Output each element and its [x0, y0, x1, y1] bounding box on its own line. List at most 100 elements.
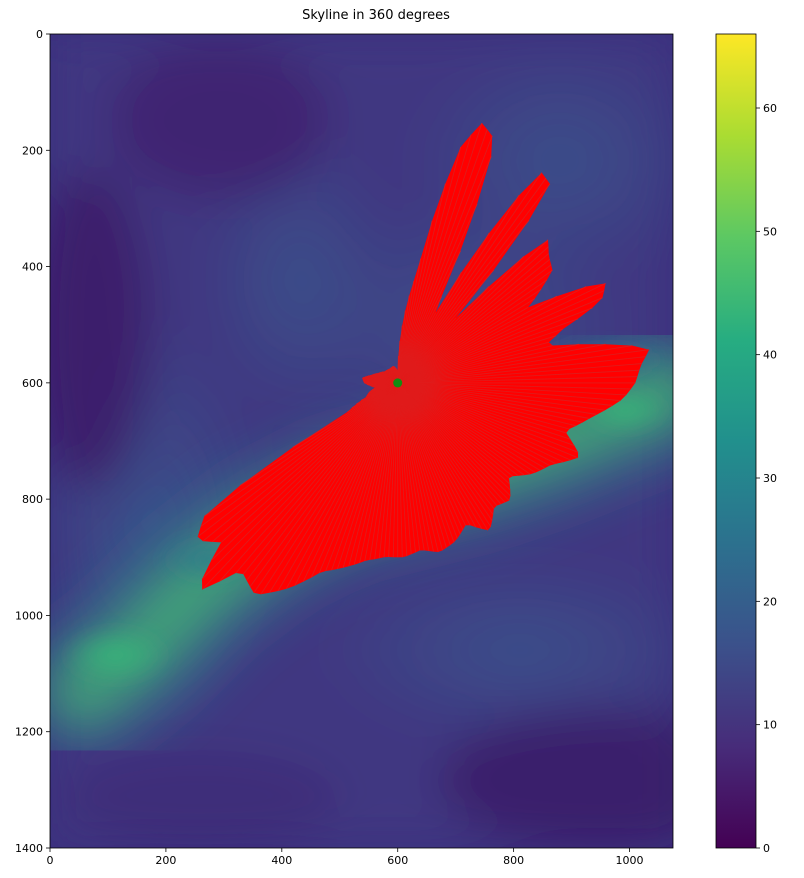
skyline-ray-52 — [397, 343, 580, 384]
skyline-ray-146 — [242, 382, 399, 575]
skyline-ray-100 — [397, 382, 483, 530]
skyline-ray-36 — [397, 269, 553, 384]
skyline-ray-148 — [218, 382, 399, 582]
y-tick-label: 0 — [36, 28, 43, 41]
skyline-ray-31 — [397, 239, 549, 384]
skyline-ray-77 — [397, 382, 564, 463]
skyline-ray-35 — [397, 264, 552, 384]
skyline-ray-61 — [397, 382, 631, 390]
skyline-ray-47 — [397, 318, 579, 384]
y-tick-label: 400 — [22, 261, 43, 274]
skyline-ray-92 — [397, 382, 506, 503]
skyline-ray-73 — [397, 382, 575, 447]
skyline-ray-64 — [397, 382, 613, 406]
skyline-ray-139 — [285, 382, 399, 590]
skyline-ray-123 — [383, 382, 399, 558]
colorbar-axis: 0 10 20 30 40 50 60 — [756, 102, 777, 855]
skyline-ray-45 — [397, 297, 603, 384]
y-tick-label: 1000 — [15, 609, 43, 622]
y-tick-label: 1200 — [15, 726, 43, 739]
skyline-ray-151 — [210, 382, 399, 561]
skyline-ray-145 — [246, 382, 399, 581]
skyline-ray-127 — [364, 382, 399, 562]
skyline-ray-71 — [397, 382, 567, 434]
skyline-ray-82 — [397, 382, 536, 473]
skyline-ray-88 — [397, 382, 511, 485]
skyline-ray-83 — [397, 382, 531, 475]
skyline-ray-59 — [397, 376, 638, 384]
skyline-ray-27 — [397, 269, 495, 384]
colorbar-tick-label: 30 — [763, 472, 777, 485]
skyline-ray-150 — [201, 382, 399, 580]
skyline-ray-55 — [397, 349, 650, 384]
skyline-ray-98 — [397, 382, 492, 527]
skyline-ray-10 — [397, 146, 462, 384]
skyline-ray-126 — [369, 382, 399, 560]
skyline-ray-51 — [397, 345, 553, 384]
skyline-ray-56 — [397, 356, 646, 384]
colorbar-tick-label: 60 — [763, 102, 777, 115]
skyline-ray-8 — [397, 220, 433, 383]
skyline-ray-69 — [397, 382, 577, 427]
colorbar-tick-label: 40 — [763, 349, 777, 362]
skyline-ray-7 — [397, 258, 422, 383]
skyline-ray-29 — [397, 286, 490, 384]
skyline-ray-25 — [397, 183, 551, 384]
skyline-ray-102 — [397, 382, 471, 526]
skyline-ray-108 — [397, 382, 451, 546]
y-tick-label: 800 — [22, 493, 43, 506]
skyline-ray-90 — [397, 382, 511, 497]
skyline-rays — [197, 122, 650, 595]
skyline-ray-57 — [397, 363, 642, 384]
skyline-ray-89 — [397, 382, 511, 491]
chart-title: Skyline in 360 degrees — [302, 8, 450, 23]
skyline-ray-113 — [397, 382, 430, 552]
skyline-ray-76 — [397, 382, 571, 461]
skyline-ray-49 — [397, 335, 557, 384]
skyline-ray-14 — [397, 135, 493, 384]
skyline-ray-44 — [397, 290, 605, 384]
skyline-ray-142 — [260, 382, 399, 595]
skyline-ray-94 — [397, 382, 498, 506]
skyline-ray-138 — [294, 382, 399, 587]
y-tick-label: 200 — [22, 144, 43, 157]
skyline-ray-114 — [397, 382, 425, 551]
skyline-ray-147 — [235, 382, 399, 574]
x-axis: 0 200 400 600 800 1000 — [47, 848, 644, 867]
skyline-ray-16 — [397, 203, 478, 384]
skyline-ray-125 — [374, 382, 399, 560]
skyline-ray-74 — [397, 382, 579, 453]
skyline-ray-58 — [397, 369, 640, 384]
skyline-ray-117 — [397, 382, 412, 555]
x-tick-label: 800 — [503, 854, 524, 867]
skyline-ray-63 — [397, 382, 621, 401]
skyline-ray-131 — [342, 382, 399, 568]
skyline-ray-118 — [397, 382, 408, 557]
skyline-ray-111 — [397, 382, 439, 553]
plot-frame — [49, 33, 674, 849]
skyline-ray-23 — [397, 172, 543, 384]
skyline-ray-136 — [310, 382, 399, 578]
skyline-ray-97 — [397, 382, 493, 521]
skyline-ray-103 — [397, 382, 466, 526]
skyline-ray-93 — [397, 382, 502, 505]
skyline-ray-70 — [397, 382, 570, 430]
x-tick-label: 600 — [387, 854, 408, 867]
skyline-ray-133 — [331, 382, 399, 571]
skyline-ray-65 — [397, 382, 606, 411]
skyline-ray-26 — [397, 219, 530, 384]
skyline-ray-144 — [249, 382, 399, 587]
skyline-ray-6 — [397, 280, 415, 383]
skyline-ray-129 — [353, 382, 399, 565]
skyline-ray-91 — [397, 382, 510, 501]
skyline-ray-17 — [397, 250, 461, 384]
skyline-ray-158 — [239, 382, 398, 487]
skyline-ray-96 — [397, 382, 494, 515]
x-tick-label: 0 — [47, 854, 54, 867]
skyline-ray-152 — [220, 382, 399, 543]
skyline-ray-124 — [378, 382, 399, 559]
skyline-ray-33 — [397, 253, 549, 384]
skyline-ray-67 — [397, 382, 590, 419]
x-tick-label: 200 — [155, 854, 176, 867]
